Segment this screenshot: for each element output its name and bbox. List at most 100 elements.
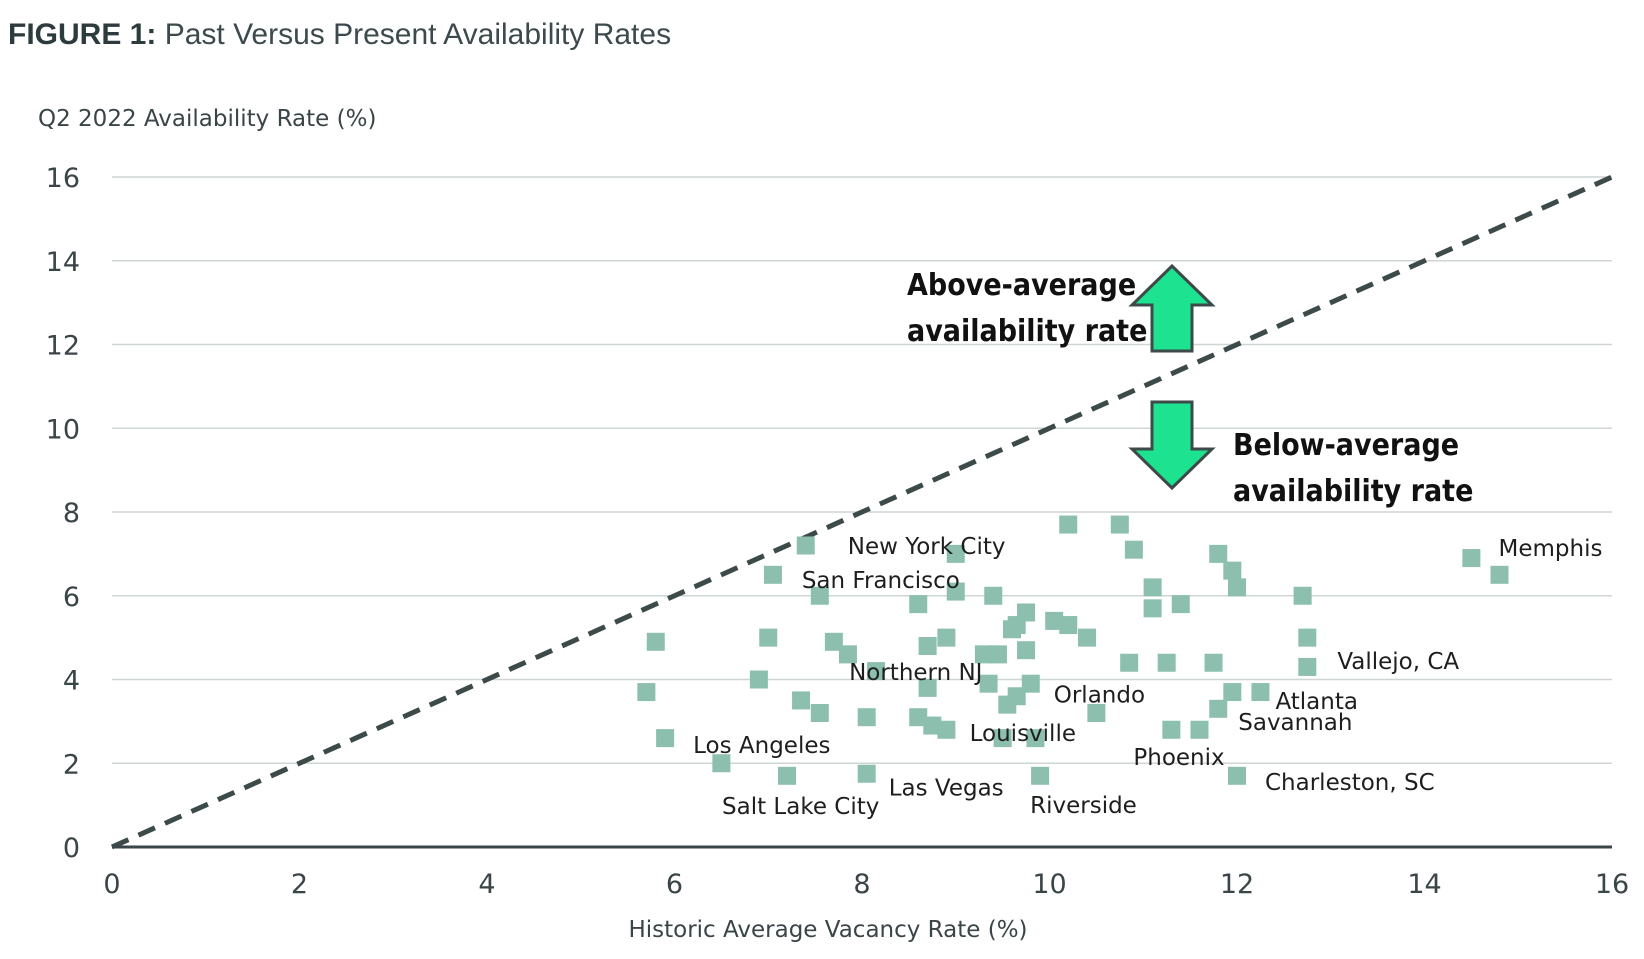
y-tick-12: 12 xyxy=(46,331,80,362)
y-tick-8: 8 xyxy=(63,498,80,529)
data-point xyxy=(1298,628,1317,647)
city-label-charleston-sc: Charleston, SC xyxy=(1265,770,1435,796)
x-tick-0: 0 xyxy=(103,869,120,900)
data-point xyxy=(1171,595,1190,614)
city-labels: New York City San Francisco Northern NJ Orl… xyxy=(693,534,1602,820)
y-tick-labels: 0 2 4 6 8 10 12 14 16 xyxy=(46,163,80,864)
data-point xyxy=(918,678,937,697)
data-point xyxy=(857,708,876,727)
below-callout-line1: Below-average xyxy=(1233,428,1459,463)
x-tick-16: 16 xyxy=(1595,869,1629,900)
x-tick-6: 6 xyxy=(666,869,683,900)
data-point xyxy=(1124,540,1143,559)
data-point xyxy=(824,632,843,651)
data-point xyxy=(1045,611,1064,630)
data-point xyxy=(1298,657,1317,676)
city-label-northern-nj: Northern NJ xyxy=(849,660,982,686)
data-point xyxy=(1026,729,1045,748)
reference-diagonal-line xyxy=(110,174,1614,850)
figure-number: FIGURE 1: xyxy=(8,18,157,51)
data-point xyxy=(637,683,656,702)
y-tick-6: 6 xyxy=(63,582,80,613)
city-label-phoenix: Phoenix xyxy=(1133,745,1224,771)
data-point xyxy=(974,645,993,664)
city-label-new-york-city: New York City xyxy=(848,534,1006,560)
data-point xyxy=(1157,653,1176,672)
data-point xyxy=(646,632,665,651)
x-tick-10: 10 xyxy=(1032,869,1066,900)
data-point xyxy=(1490,565,1509,584)
data-point xyxy=(1162,720,1181,739)
data-point xyxy=(984,586,1003,605)
data-point xyxy=(1120,653,1139,672)
city-label-los-angeles: Los Angeles xyxy=(693,733,830,759)
data-point xyxy=(1228,578,1246,597)
data-point xyxy=(1209,544,1228,563)
x-tick-12: 12 xyxy=(1220,869,1254,900)
x-tick-4: 4 xyxy=(478,869,495,900)
city-label-atlanta: Atlanta xyxy=(1275,689,1358,715)
data-point xyxy=(712,754,731,773)
city-label-san-francisco: San Francisco xyxy=(802,568,960,594)
below-callout-line2: availability rate xyxy=(1233,474,1473,509)
data-point xyxy=(937,720,956,739)
data-point xyxy=(1087,704,1106,722)
city-label-salt-lake-city: Salt Lake City xyxy=(722,794,879,820)
x-tick-14: 14 xyxy=(1407,869,1441,900)
y-tick-2: 2 xyxy=(63,749,80,780)
data-point xyxy=(923,716,942,735)
data-point xyxy=(810,586,829,605)
y-tick-4: 4 xyxy=(63,666,80,697)
city-label-savannah: Savannah xyxy=(1238,710,1352,736)
above-callout-line1: Above-average xyxy=(907,268,1136,303)
up-arrow-icon xyxy=(1128,263,1216,353)
data-point xyxy=(857,764,876,783)
y-tick-16: 16 xyxy=(46,163,80,194)
x-axis-label: Historic Average Vacancy Rate (%) xyxy=(628,917,1027,943)
y-tick-14: 14 xyxy=(46,247,80,278)
y-axis-label: Q2 2022 Availability Rate (%) xyxy=(38,106,376,132)
data-point xyxy=(918,637,937,655)
data-point xyxy=(1293,586,1312,605)
data-point xyxy=(778,766,796,785)
figure-title: FIGURE 1: Past Versus Present Availabili… xyxy=(8,18,671,52)
data-point xyxy=(1204,653,1223,672)
data-point xyxy=(867,662,886,681)
city-label-memphis: Memphis xyxy=(1499,536,1603,562)
data-point xyxy=(1190,720,1209,739)
x-tick-2: 2 xyxy=(291,869,308,900)
data-point xyxy=(946,582,965,601)
data-point xyxy=(796,536,815,555)
y-tick-0: 0 xyxy=(63,833,80,864)
data-point xyxy=(1228,766,1246,785)
city-label-orlando: Orlando xyxy=(1054,683,1145,709)
y-tick-10: 10 xyxy=(46,414,80,445)
figure-title-text: Past Versus Present Availability Rates xyxy=(164,18,672,51)
data-point xyxy=(759,628,778,647)
data-point xyxy=(838,645,857,664)
city-label-vallejo-ca: Vallejo, CA xyxy=(1337,649,1459,675)
data-point xyxy=(1059,616,1078,635)
x-tick-8: 8 xyxy=(853,869,870,900)
down-arrow-icon xyxy=(1128,400,1216,491)
data-point xyxy=(1017,603,1036,622)
data-point xyxy=(909,595,928,614)
data-point xyxy=(993,729,1012,748)
data-point xyxy=(1223,561,1242,580)
data-point xyxy=(1059,515,1078,534)
data-point xyxy=(946,544,965,563)
data-point xyxy=(1007,687,1026,706)
data-point xyxy=(1031,766,1050,785)
data-point xyxy=(1021,674,1040,693)
above-callout-line2: availability rate xyxy=(907,314,1147,349)
data-point xyxy=(749,670,768,689)
data-point xyxy=(1110,515,1129,534)
data-point xyxy=(763,565,782,584)
data-point xyxy=(1462,549,1481,568)
city-label-louisville: Louisville xyxy=(970,721,1076,747)
data-point xyxy=(1143,599,1162,618)
data-point xyxy=(1209,699,1228,718)
data-point xyxy=(1251,683,1270,702)
city-label-riverside: Riverside xyxy=(1030,793,1137,819)
